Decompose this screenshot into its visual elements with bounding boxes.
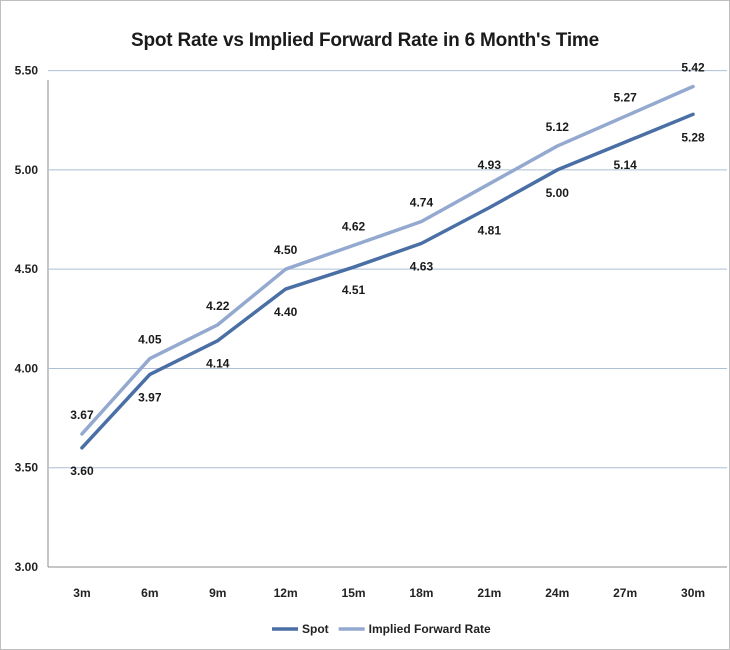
x-axis-ticks: 3m 6m 9m 12m 15m 18m 21m 24m 27m 30m xyxy=(73,586,705,600)
data-label-forward: 5.12 xyxy=(546,120,570,134)
x-tick-label: 9m xyxy=(209,586,226,600)
x-tick-label: 6m xyxy=(141,586,158,600)
data-label-spot: 4.40 xyxy=(274,305,298,319)
data-label-spot: 4.81 xyxy=(478,224,502,238)
legend-label: Spot xyxy=(302,622,329,636)
gridlines xyxy=(48,70,727,568)
y-tick-label: 5.00 xyxy=(15,163,39,177)
y-tick-label: 4.50 xyxy=(15,262,39,276)
x-tick-label: 12m xyxy=(274,586,298,600)
data-label-spot: 5.28 xyxy=(681,130,705,144)
x-tick-label: 30m xyxy=(681,586,705,600)
data-label-spot: 4.51 xyxy=(342,283,366,297)
data-label-spot: 5.14 xyxy=(613,158,637,172)
legend-label: Implied Forward Rate xyxy=(369,622,491,636)
x-tick-label: 3m xyxy=(73,586,90,600)
data-labels: 3.60 3.97 4.14 4.40 4.51 4.63 4.81 5.00 5.14 5.28… xyxy=(70,61,705,478)
legend: Spot Implied Forward Rate xyxy=(272,622,491,636)
y-tick-label: 5.50 xyxy=(15,64,39,78)
data-label-forward: 4.74 xyxy=(410,196,434,210)
data-label-forward: 5.27 xyxy=(613,90,637,104)
y-axis-ticks: 3.00 3.50 4.00 4.50 5.00 5.50 xyxy=(15,64,39,574)
data-label-forward: 4.50 xyxy=(274,243,298,257)
data-label-forward: 3.67 xyxy=(70,408,94,422)
y-tick-label: 3.00 xyxy=(15,560,39,574)
y-tick-label: 4.00 xyxy=(15,361,39,375)
data-label-forward: 4.62 xyxy=(342,219,366,233)
x-tick-label: 24m xyxy=(545,586,569,600)
series-line-spot xyxy=(80,112,695,450)
series-line-implied-forward-rate xyxy=(80,84,695,436)
x-tick-label: 15m xyxy=(342,586,366,600)
data-label-forward: 4.05 xyxy=(138,333,162,347)
y-tick-label: 3.50 xyxy=(15,461,39,475)
data-label-spot: 4.14 xyxy=(206,357,230,371)
x-tick-label: 21m xyxy=(477,586,501,600)
data-label-spot: 5.00 xyxy=(546,186,570,200)
data-label-spot: 4.63 xyxy=(410,259,434,273)
data-label-forward: 5.42 xyxy=(681,61,705,75)
x-tick-label: 18m xyxy=(409,586,433,600)
chart-title: Spot Rate vs Implied Forward Rate in 6 M… xyxy=(131,30,599,51)
series-lines xyxy=(80,84,695,450)
x-tick-label: 27m xyxy=(613,586,637,600)
data-label-spot: 3.97 xyxy=(138,390,162,404)
data-label-spot: 3.60 xyxy=(70,464,94,478)
data-label-forward: 4.93 xyxy=(478,158,502,172)
data-label-forward: 4.22 xyxy=(206,299,230,313)
